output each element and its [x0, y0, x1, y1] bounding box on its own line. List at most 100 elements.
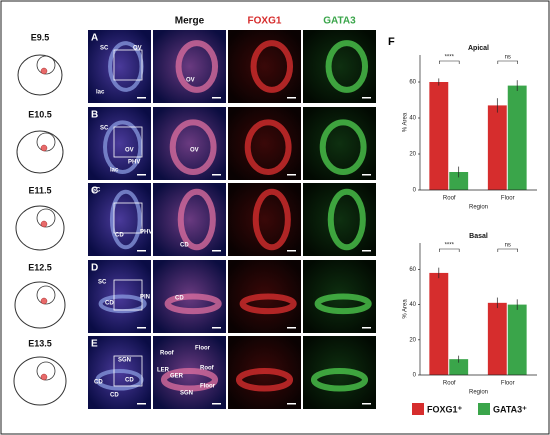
tissue-signal — [109, 189, 142, 250]
scale-bar — [212, 250, 221, 252]
embryo-head — [36, 55, 56, 75]
tissue-signal — [164, 293, 222, 315]
y-axis-label: % Area — [403, 112, 409, 132]
inset-box — [113, 202, 143, 234]
structure-label: Roof — [160, 351, 175, 357]
tissue-signal — [239, 293, 297, 315]
tissue-signal — [103, 120, 143, 174]
scale-bar — [287, 97, 296, 99]
structure-label: CD — [115, 233, 124, 239]
scale-bar — [362, 327, 371, 329]
scale-bar — [212, 327, 221, 329]
tissue-signal — [325, 40, 369, 93]
legend-label: FOXG1⁺ — [427, 404, 463, 414]
otic-mark — [40, 67, 48, 75]
panel-letter: F — [388, 36, 395, 48]
structure-label: SGN — [180, 391, 193, 397]
scale-bar — [212, 174, 221, 176]
legend-swatch — [478, 403, 490, 415]
significance-label: **** — [445, 55, 455, 61]
embryo-head — [36, 132, 56, 152]
scale-bar — [287, 174, 296, 176]
legend-label: GATA3⁺ — [493, 404, 527, 414]
bar — [507, 85, 527, 190]
bar — [487, 105, 507, 190]
tissue-signal — [169, 119, 217, 175]
y-tick-label: 60 — [409, 267, 416, 273]
bar — [429, 82, 449, 190]
structure-label: OV — [133, 46, 142, 52]
embryo-sketch — [16, 130, 64, 174]
scale-bar — [362, 97, 371, 99]
significance-bracket — [497, 60, 518, 64]
y-tick-label: 40 — [409, 116, 416, 122]
scale-bar — [137, 174, 146, 176]
structure-label: CD — [110, 393, 119, 399]
x-tick-label: Floor — [501, 381, 515, 387]
structure-label: SC — [100, 126, 109, 132]
structure-label: PHV — [128, 160, 140, 166]
tissue-signal — [175, 40, 219, 93]
otic-mark — [40, 297, 48, 305]
structure-label: CD — [175, 296, 184, 302]
embryo-head — [36, 285, 56, 305]
panel-letter: C — [91, 186, 98, 197]
embryo-head — [36, 361, 56, 381]
tissue-signal — [327, 188, 366, 251]
significance-bracket — [439, 248, 460, 252]
structure-label: SC — [98, 280, 107, 286]
otic-mark — [40, 144, 48, 152]
scale-bar — [287, 250, 296, 252]
embryo-sketch — [14, 281, 66, 329]
structure-label: CD — [105, 301, 114, 307]
scale-bar — [137, 403, 146, 405]
embryo-sketch — [15, 205, 65, 251]
y-tick-label: 60 — [409, 80, 416, 86]
structure-label: CD — [125, 378, 134, 384]
embryo-sketch — [13, 356, 67, 406]
otic-mark — [40, 220, 48, 228]
structure-label: CD — [180, 243, 189, 249]
x-tick-label: Roof — [443, 196, 456, 202]
panel-letter: E — [91, 339, 98, 350]
tissue-signal — [252, 188, 291, 251]
significance-bracket — [497, 248, 518, 252]
scale-bar — [362, 403, 371, 405]
structure-label: OV — [190, 148, 199, 154]
scale-bar — [137, 97, 146, 99]
significance-bracket — [439, 60, 460, 64]
stage-label: E11.5 — [28, 185, 51, 195]
y-tick-label: 20 — [409, 152, 416, 158]
column-header: GATA3 — [323, 16, 356, 27]
tissue-signal — [98, 294, 147, 314]
scale-bar — [212, 403, 221, 405]
y-axis-label: % Area — [403, 299, 409, 319]
structure-label: SGN — [118, 358, 131, 364]
inset-box — [113, 126, 143, 158]
structure-label: PIN — [140, 295, 150, 301]
chart-title: Apical — [468, 45, 489, 52]
inset-box — [113, 355, 143, 387]
bar — [487, 302, 507, 375]
structure-label: CD — [94, 380, 103, 386]
structure-label: SC — [92, 188, 101, 194]
stage-label: E9.5 — [31, 32, 50, 42]
legend-swatch — [412, 403, 424, 415]
stage-label: E12.5 — [28, 262, 52, 272]
significance-label: ns — [505, 55, 511, 61]
panel-letter: D — [91, 263, 98, 274]
scale-bar — [362, 174, 371, 176]
stage-label: E13.5 — [28, 338, 52, 348]
bar — [429, 272, 449, 375]
y-tick-label: 20 — [409, 337, 416, 343]
chart-title: Basal — [469, 233, 488, 240]
embryo-sketch — [17, 54, 63, 96]
tissue-signal — [177, 188, 216, 251]
y-tick-label: 0 — [413, 373, 417, 379]
x-tick-label: Roof — [443, 381, 456, 387]
scale-bar — [287, 403, 296, 405]
structure-label: lac — [110, 168, 119, 174]
tissue-signal — [160, 368, 219, 392]
x-tick-label: Floor — [501, 196, 515, 202]
